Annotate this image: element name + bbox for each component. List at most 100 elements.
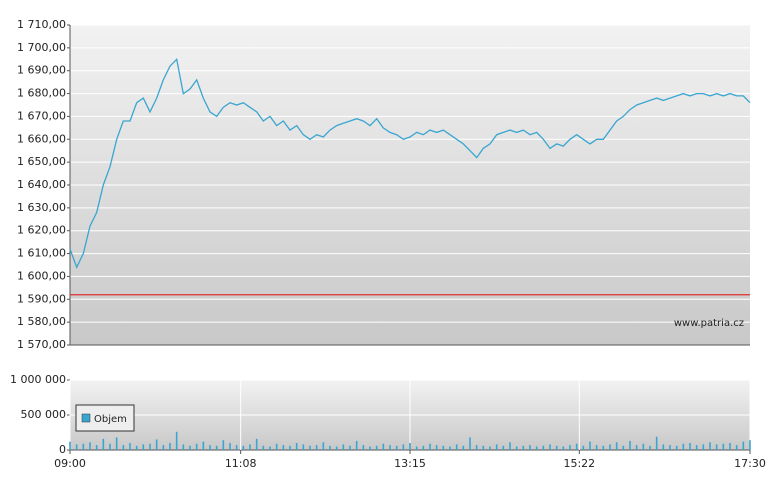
y-tick-label: 1 620,00: [17, 224, 66, 237]
volume-bar: [502, 445, 505, 450]
volume-bar: [242, 445, 245, 450]
volume-bar: [282, 445, 285, 450]
volume-bar: [155, 439, 158, 450]
volume-bar: [362, 445, 365, 450]
volume-bar: [422, 445, 425, 450]
volume-bar: [575, 443, 578, 450]
volume-bar: [215, 445, 218, 450]
volume-bar: [329, 445, 331, 450]
y-tick-label: 500 000: [21, 408, 67, 421]
volume-bar: [389, 445, 391, 450]
y-tick-label: 1 580,00: [17, 315, 66, 328]
y-tick-label: 1 650,00: [17, 155, 66, 168]
volume-bar: [302, 444, 305, 450]
volume-bar: [522, 445, 525, 450]
volume-bar: [615, 442, 618, 450]
volume-bar: [495, 444, 498, 450]
volume-bar: [662, 444, 665, 450]
y-tick-label: 1 670,00: [17, 109, 66, 122]
volume-bar: [449, 446, 451, 450]
volume-bar: [142, 444, 145, 450]
volume-bar: [222, 440, 225, 450]
volume-bar: [309, 445, 311, 450]
volume-bar: [582, 445, 585, 450]
volume-bar: [355, 440, 358, 450]
y-tick-label: 1 710,00: [17, 18, 66, 31]
y-tick-label: 1 690,00: [17, 64, 66, 77]
volume-bar: [689, 443, 691, 450]
volume-bar: [82, 443, 85, 450]
x-tick-label: 13:15: [394, 457, 426, 470]
volume-bar: [369, 446, 371, 450]
volume-bar: [715, 444, 718, 450]
volume-bar: [589, 441, 591, 450]
volume-bar: [149, 443, 151, 450]
volume-bar: [415, 446, 418, 450]
volume-bar: [682, 443, 685, 450]
y-tick-label: 1 660,00: [17, 132, 66, 145]
volume-bar: [622, 445, 625, 450]
volume-bar: [89, 442, 91, 450]
volume-bar: [395, 445, 398, 450]
volume-bar: [535, 446, 538, 450]
volume-bar: [169, 443, 171, 450]
volume-bar: [462, 445, 465, 450]
volume-bar: [69, 441, 71, 450]
volume-bar: [315, 445, 318, 450]
volume-bar: [729, 443, 731, 450]
volume-bar: [249, 444, 251, 450]
volume-bar: [475, 445, 478, 450]
volume-bar: [75, 444, 78, 450]
volume-bar: [382, 443, 385, 450]
volume-bar: [409, 443, 411, 450]
volume-bar: [709, 442, 711, 450]
volume-bar: [482, 445, 485, 450]
volume-bar: [562, 446, 565, 450]
volume-bar: [609, 444, 611, 450]
volume-bar: [102, 438, 105, 450]
volume-bar: [509, 442, 511, 450]
volume-bar: [722, 443, 725, 450]
volume-bar: [295, 443, 298, 450]
volume-bar: [735, 445, 738, 450]
y-tick-label: 1 680,00: [17, 87, 66, 100]
volume-bar: [749, 440, 751, 450]
volume-bar: [642, 443, 645, 450]
y-tick-label: 1 700,00: [17, 41, 66, 54]
volume-bar: [262, 445, 265, 450]
volume-bar: [695, 445, 698, 450]
y-tick-label: 1 630,00: [17, 201, 66, 214]
volume-bar: [129, 443, 131, 450]
price-line: [69, 57, 751, 269]
volume-bar: [669, 445, 671, 450]
y-tick-label: 1 000 000: [10, 373, 66, 386]
volume-bar: [95, 445, 98, 450]
volume-bar: [675, 445, 678, 450]
volume-bar: [655, 436, 658, 450]
legend: Objem: [75, 404, 135, 432]
x-tick-label: 15:22: [563, 457, 595, 470]
x-tick-label: 09:00: [54, 457, 86, 470]
volume-bar: [542, 445, 545, 450]
y-tick-label: 1 610,00: [17, 247, 66, 260]
volume-bar: [269, 446, 271, 450]
volume-bar: [202, 441, 205, 450]
volume-bar: [569, 445, 571, 450]
volume-bar: [335, 446, 338, 450]
volume-bar: [549, 444, 551, 450]
volume-bar: [742, 441, 745, 450]
volume-bar: [375, 445, 378, 450]
volume-bar: [289, 445, 291, 450]
volume-bar: [122, 445, 125, 450]
volume-bar: [175, 431, 178, 450]
volume-bar: [195, 443, 198, 450]
y-tick-label: 1 640,00: [17, 178, 66, 191]
volume-bar: [182, 444, 185, 450]
x-tick-label: 11:08: [225, 457, 257, 470]
volume-bar: [435, 445, 438, 450]
y-tick-label: 1 590,00: [17, 292, 66, 305]
volume-bar: [135, 445, 138, 450]
volume-bar: [109, 443, 111, 450]
